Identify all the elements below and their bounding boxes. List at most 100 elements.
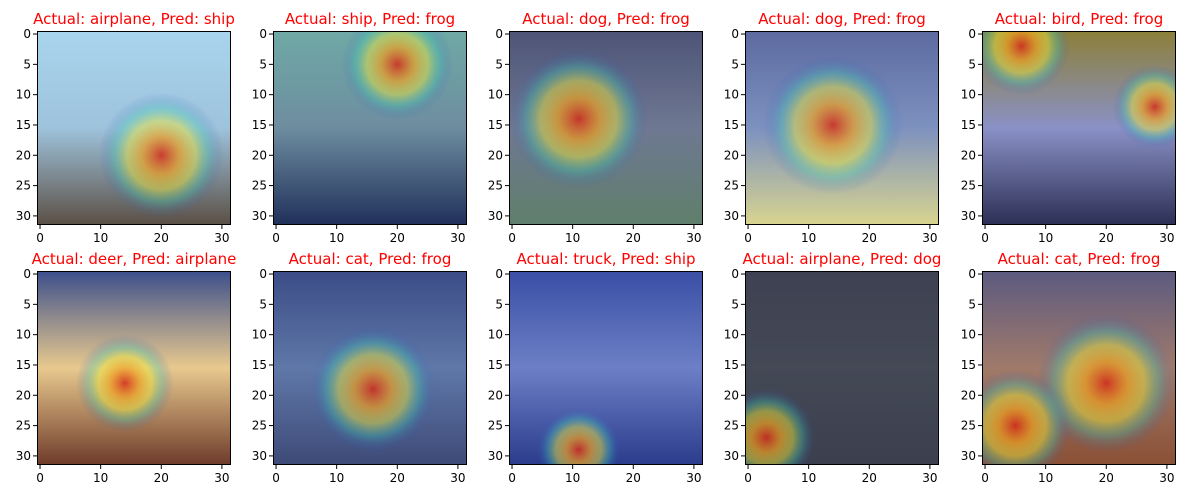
cam-panel: Actual: bird, Pred: frog 0 10 20 30 0 5 10 15 20 2… — [961, 10, 1176, 245]
y-tick-label: 0 — [968, 267, 976, 281]
y-tick-label: 5 — [495, 297, 503, 311]
x-tick-label: 0 — [36, 231, 44, 245]
heatmap-hotspot — [536, 408, 621, 465]
y-tick-label: 0 — [495, 27, 503, 41]
x-tick-label: 20 — [154, 231, 169, 245]
y-tick-label: 30 — [724, 209, 739, 223]
y-tick-label: 5 — [495, 57, 503, 71]
y-tick-label: 10 — [16, 88, 31, 102]
panel-title: Actual: deer, Pred: airplane — [32, 250, 237, 268]
y-tick-label: 25 — [252, 179, 267, 193]
x-tick-label: 20 — [1099, 471, 1114, 485]
y-tick-label: 25 — [252, 419, 267, 433]
x-tick-label: 10 — [565, 231, 580, 245]
y-tick-label: 10 — [252, 328, 267, 342]
x-tick-label: 30 — [1159, 231, 1174, 245]
y-tick-label: 0 — [731, 267, 739, 281]
y-tick-label: 15 — [488, 358, 503, 372]
cam-panel: Actual: airplane, Pred: dog 0 10 20 30 0 5 10 15… — [724, 250, 942, 485]
heatmap-hotspot — [982, 31, 1071, 95]
x-tick-label: 30 — [214, 471, 229, 485]
x-tick-label: 20 — [626, 471, 641, 485]
y-tick-label: 20 — [16, 148, 31, 162]
y-tick-label: 5 — [731, 57, 739, 71]
panel-title: Actual: cat, Pred: frog — [289, 250, 452, 268]
heatmap-hotspot — [509, 49, 649, 189]
axes-frame — [509, 31, 703, 225]
x-tick-label: 20 — [154, 471, 169, 485]
y-tick-label: 15 — [252, 358, 267, 372]
x-tick-label: 30 — [450, 231, 465, 245]
panel-title: Actual: dog, Pred: frog — [522, 10, 690, 28]
y-tick-label: 25 — [488, 419, 503, 433]
y-tick-label: 5 — [968, 57, 976, 71]
x-tick-label: 10 — [1038, 471, 1053, 485]
y-tick-label: 5 — [23, 57, 31, 71]
y-tick-label: 30 — [488, 209, 503, 223]
y-tick-label: 5 — [731, 297, 739, 311]
cam-panel: Actual: truck, Pred: ship 0 10 20 30 0 5 10 15 20… — [488, 250, 703, 485]
x-tick-label: 0 — [272, 231, 280, 245]
x-tick-label: 10 — [329, 231, 344, 245]
y-tick-label: 25 — [961, 179, 976, 193]
panel-title: Actual: airplane, Pred: ship — [33, 10, 235, 28]
y-tick-label: 20 — [252, 148, 267, 162]
heatmap-hotspot — [763, 55, 903, 195]
x-tick-label: 10 — [93, 231, 108, 245]
axes-frame — [745, 271, 939, 465]
heatmap-hotspot — [982, 369, 1072, 465]
x-tick-label: 20 — [862, 471, 877, 485]
y-tick-label: 20 — [724, 148, 739, 162]
heatmap-hotspot — [341, 31, 454, 121]
y-tick-label: 0 — [23, 27, 31, 41]
y-tick-label: 15 — [961, 118, 976, 132]
cam-panel: Actual: cat, Pred: frog 0 10 20 30 0 5 10 15 20 25… — [252, 250, 467, 485]
panel-title: Actual: truck, Pred: ship — [516, 250, 695, 268]
x-tick-label: 0 — [981, 471, 989, 485]
y-tick-label: 10 — [724, 88, 739, 102]
heatmap-hotspot — [76, 334, 174, 432]
cam-panel: Actual: ship, Pred: frog 0 10 20 30 0 5 10 15 20 2… — [252, 10, 467, 245]
y-tick-label: 0 — [731, 27, 739, 41]
y-tick-label: 10 — [961, 328, 976, 342]
y-tick-label: 20 — [488, 148, 503, 162]
axes-frame — [37, 271, 231, 465]
y-tick-label: 20 — [488, 388, 503, 402]
y-tick-label: 20 — [16, 388, 31, 402]
y-tick-label: 15 — [961, 358, 976, 372]
x-tick-label: 0 — [508, 471, 516, 485]
y-tick-label: 5 — [259, 57, 267, 71]
heatmap-hotspot — [745, 388, 816, 465]
x-tick-label: 30 — [686, 471, 701, 485]
y-tick-label: 30 — [252, 209, 267, 223]
y-tick-label: 0 — [23, 267, 31, 281]
axes-frame — [509, 271, 703, 465]
y-tick-label: 0 — [259, 27, 267, 41]
axes-frame — [745, 31, 939, 225]
y-tick-label: 25 — [724, 179, 739, 193]
y-tick-label: 0 — [968, 27, 976, 41]
y-tick-label: 10 — [252, 88, 267, 102]
heatmap-hotspot — [98, 92, 225, 219]
x-tick-label: 30 — [214, 231, 229, 245]
y-tick-label: 30 — [16, 449, 31, 463]
x-tick-label: 0 — [36, 471, 44, 485]
x-tick-label: 10 — [329, 471, 344, 485]
y-tick-label: 25 — [488, 179, 503, 193]
axes-frame — [37, 31, 231, 225]
panel-title: Actual: ship, Pred: frog — [285, 10, 455, 28]
x-tick-label: 30 — [922, 471, 937, 485]
panel-title: Actual: cat, Pred: frog — [998, 250, 1161, 268]
x-tick-label: 0 — [272, 471, 280, 485]
axes-frame — [273, 31, 467, 225]
y-tick-label: 15 — [488, 118, 503, 132]
x-tick-label: 10 — [1038, 231, 1053, 245]
x-tick-label: 0 — [508, 231, 516, 245]
x-tick-label: 30 — [686, 231, 701, 245]
x-tick-label: 30 — [450, 471, 465, 485]
y-tick-label: 5 — [259, 297, 267, 311]
y-tick-label: 30 — [16, 209, 31, 223]
x-tick-label: 10 — [801, 471, 816, 485]
